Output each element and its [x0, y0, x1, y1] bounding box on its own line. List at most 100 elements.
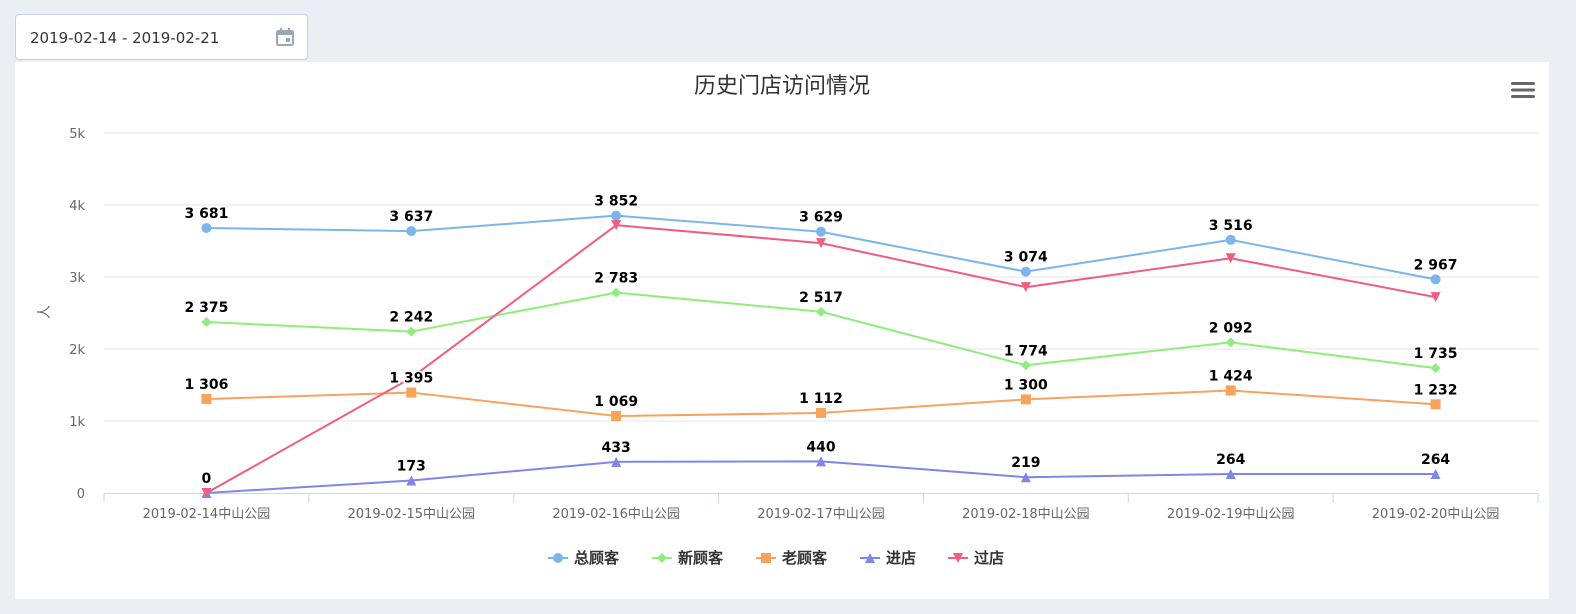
legend-marker — [553, 553, 563, 563]
y-tick-label: 3k — [69, 271, 85, 286]
data-label: 3 852 — [594, 194, 638, 210]
y-tick-label: 4k — [69, 199, 85, 214]
data-label: 3 629 — [799, 210, 843, 226]
data-label: 2 967 — [1414, 257, 1458, 273]
legend-item[interactable]: 进店 — [860, 549, 916, 567]
data-point — [611, 220, 622, 231]
chart-card: 历史门店访问情况 人 0 1k 2k 3k 4k 5k 2019-02-14中山公园 2019… — [15, 62, 1549, 599]
data-point — [611, 210, 622, 221]
data-point — [611, 411, 622, 422]
data-point — [1020, 282, 1031, 293]
data-point — [816, 238, 826, 249]
data-point — [1430, 399, 1441, 410]
y-tick-label: 0 — [77, 487, 85, 502]
data-label: 1 300 — [1004, 377, 1048, 393]
chart-title: 历史门店访问情况 — [694, 74, 870, 99]
data-label: 1 306 — [185, 377, 229, 393]
x-tick-label: 2019-02-19中山公园 — [1167, 507, 1295, 522]
data-point — [201, 488, 212, 498]
data-point — [1020, 266, 1031, 277]
calendar-icon[interactable] — [275, 27, 295, 47]
data-label: 440 — [806, 439, 835, 455]
legend-label: 老顾客 — [781, 549, 828, 567]
y-axis-label: 人 — [37, 305, 53, 319]
x-tick-label: 2019-02-16中山公园 — [552, 507, 680, 522]
date-range-value: 2019-02-14 - 2019-02-21 — [30, 29, 220, 47]
data-point — [201, 317, 212, 327]
line-chart: 历史门店访问情况 人 0 1k 2k 3k 4k 5k 2019-02-14中山公园 2019… — [37, 74, 1539, 567]
data-label: 173 — [397, 459, 426, 475]
series-markers — [201, 210, 1441, 498]
data-labels: 3 681 3 637 3 852 3 629 3 074 3 516 2 967 2 375… — [183, 192, 1459, 488]
y-tick-label: 5k — [69, 127, 85, 142]
data-label: 3 074 — [1004, 250, 1048, 266]
data-point — [1020, 472, 1031, 483]
data-label: 1 424 — [1209, 368, 1253, 384]
legend-marker — [761, 553, 771, 563]
data-point — [406, 372, 417, 383]
data-point — [1430, 363, 1441, 374]
data-label: 1 069 — [594, 394, 638, 410]
x-tick-label: 2019-02-15中山公园 — [348, 507, 476, 522]
x-tick-label: 2019-02-20中山公园 — [1372, 507, 1500, 522]
x-tick-label: 2019-02-17中山公园 — [757, 507, 885, 522]
data-point — [611, 456, 622, 467]
data-point — [1020, 360, 1031, 371]
data-label: 2 375 — [185, 300, 229, 316]
legend[interactable]: 总顾客 新顾客 老顾客 进店 过店 — [548, 549, 1004, 567]
data-label: 264 — [1216, 452, 1245, 468]
data-label: 2 092 — [1209, 320, 1253, 336]
data-point — [1020, 394, 1031, 405]
legend-item[interactable]: 老顾客 — [756, 549, 828, 567]
x-tick-label: 2019-02-18中山公园 — [962, 507, 1090, 522]
data-label: 433 — [602, 440, 631, 456]
legend-marker — [953, 553, 963, 563]
legend-item[interactable]: 过店 — [948, 549, 1004, 567]
data-point — [816, 226, 826, 237]
data-point — [406, 387, 417, 398]
data-label: 2 783 — [594, 271, 638, 287]
data-label: 1 735 — [1414, 346, 1458, 362]
data-point — [1430, 274, 1441, 285]
data-label: 1 112 — [799, 391, 843, 407]
data-label: 3 516 — [1209, 218, 1253, 234]
data-label: 1 232 — [1414, 382, 1458, 398]
data-point — [1225, 337, 1236, 348]
x-tick-label: 2019-02-14中山公园 — [143, 507, 271, 522]
data-label: 264 — [1421, 452, 1450, 468]
data-point — [816, 456, 826, 467]
legend-item[interactable]: 总顾客 — [548, 549, 620, 567]
data-point — [1225, 385, 1236, 396]
y-tick-label: 1k — [69, 415, 85, 430]
data-label: 1 774 — [1004, 343, 1048, 359]
gridlines — [104, 132, 1538, 422]
legend-label: 进店 — [886, 549, 916, 567]
legend-label: 过店 — [974, 549, 1004, 567]
data-point — [406, 326, 417, 337]
legend-marker — [657, 553, 667, 563]
data-point — [1225, 234, 1236, 245]
data-label: 3 681 — [185, 206, 229, 222]
y-tick-label: 2k — [69, 343, 85, 358]
data-point — [201, 393, 212, 404]
axes: 0 1k 2k 3k 4k 5k 2019-02-14中山公园 2019-02-15中山公园 2… — [69, 127, 1539, 522]
data-point — [611, 287, 622, 298]
data-point — [816, 306, 826, 317]
data-point — [1225, 468, 1236, 479]
data-point — [1225, 253, 1236, 264]
data-label: 2 242 — [389, 310, 433, 326]
data-point — [406, 226, 417, 237]
legend-item[interactable]: 新顾客 — [652, 549, 724, 567]
data-point — [201, 222, 212, 233]
hamburger-menu-icon[interactable] — [1511, 80, 1535, 100]
data-label: 2 517 — [799, 290, 843, 306]
data-point — [406, 475, 417, 486]
date-range-picker[interactable]: 2019-02-14 - 2019-02-21 — [15, 14, 308, 60]
data-point — [816, 407, 826, 418]
legend-label: 新顾客 — [678, 549, 724, 567]
data-label: 1 395 — [389, 371, 433, 387]
data-point — [1430, 292, 1441, 303]
legend-label: 总顾客 — [574, 549, 620, 567]
data-label: 0 — [202, 471, 212, 487]
data-label: 3 637 — [389, 209, 433, 225]
